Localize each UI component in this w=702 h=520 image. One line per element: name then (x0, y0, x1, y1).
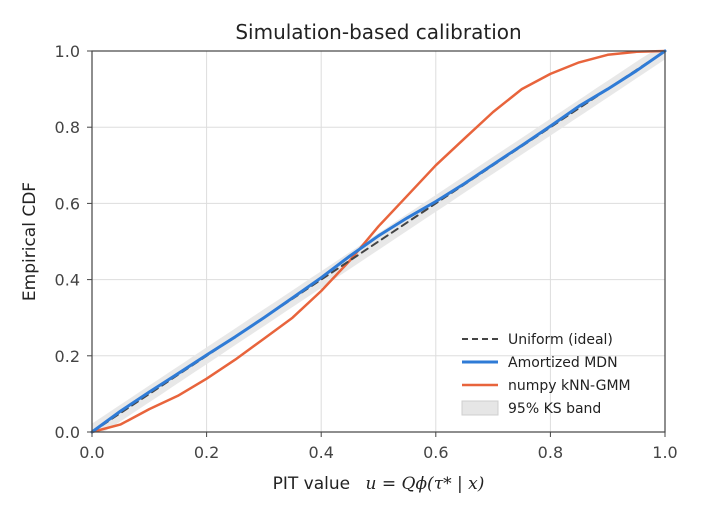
legend-entry-uniform: Uniform (ideal) (462, 332, 613, 348)
chart-title: Simulation-based calibration (235, 20, 521, 44)
y-axis-label: Empirical CDF (20, 182, 40, 301)
x-axis-label-prefix: PIT value (273, 474, 351, 494)
y-tick-label: 0.6 (55, 194, 80, 213)
y-tick-label: 0.2 (55, 347, 80, 366)
legend-swatch-band (461, 400, 499, 416)
axis-ticks: 0.0 0.2 0.4 0.6 0.8 1.0 0.0 0.2 0.4 0.6 0.8 1.0 (55, 42, 678, 462)
x-tick-label: 0.2 (194, 443, 219, 462)
legend: Uniform (ideal) Amortized MDN numpy kNN-… (461, 332, 631, 417)
legend-label-band: 95% KS band (508, 401, 601, 417)
y-tick-label: 0.0 (55, 423, 80, 442)
plot-frame (91, 50, 666, 433)
x-tick-label: 0.6 (423, 443, 448, 462)
legend-label-uniform: Uniform (ideal) (508, 332, 613, 348)
x-tick-label: 0.0 (79, 443, 104, 462)
x-axis-label-math: u = Qϕ(τ* | x) (366, 474, 485, 494)
x-tick-label: 0.8 (538, 443, 563, 462)
legend-entry-mdn: Amortized MDN (462, 355, 618, 371)
legend-label-mdn: Amortized MDN (508, 355, 618, 371)
mdn-line (90, 49, 667, 434)
y-tick-label: 0.8 (55, 118, 80, 137)
series-lines (90, 49, 667, 434)
x-tick-label: 1.0 (652, 443, 677, 462)
knn-line (90, 49, 667, 434)
x-axis-label: PIT value u = Qϕ(τ* | x) (273, 474, 485, 494)
legend-entry-knn: numpy kNN-GMM (462, 378, 631, 394)
legend-entry-band: 95% KS band (461, 400, 601, 417)
legend-label-knn: numpy kNN-GMM (508, 378, 631, 394)
y-tick-label: 1.0 (55, 42, 80, 61)
x-tick-label: 0.4 (308, 443, 333, 462)
grid-lines (91, 50, 666, 433)
y-tick-label: 0.4 (55, 271, 80, 290)
